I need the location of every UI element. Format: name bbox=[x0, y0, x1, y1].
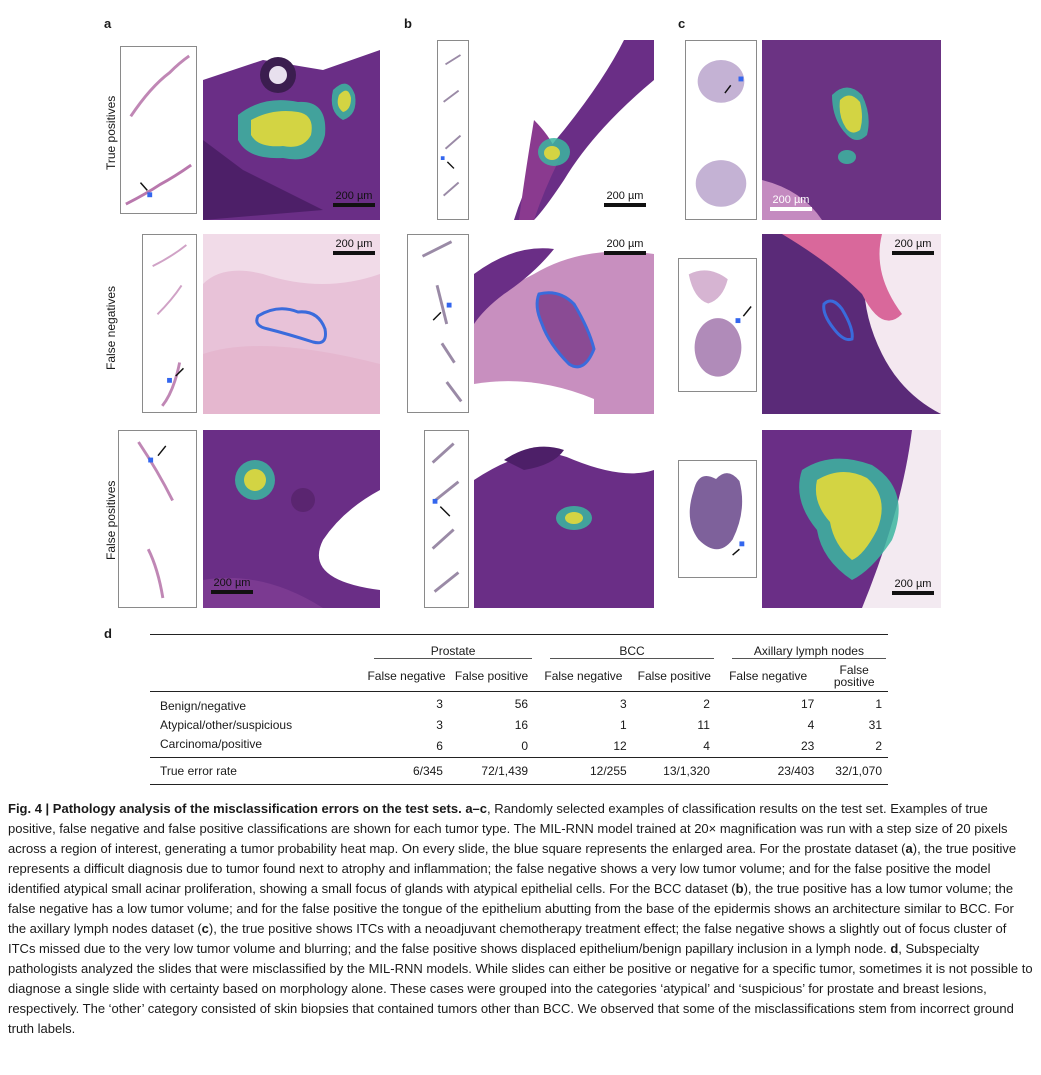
table-cell: 3 bbox=[436, 717, 443, 732]
table-cell: 0 bbox=[448, 734, 535, 758]
scale-bar: 200 µm bbox=[209, 577, 255, 594]
table-cell: 4 bbox=[807, 717, 815, 732]
row-label: Benign/negative bbox=[160, 698, 247, 713]
table-cell: 12/255 bbox=[534, 757, 633, 785]
scale-bar: 200 µm bbox=[890, 238, 936, 255]
subcol-header: False positive bbox=[632, 661, 716, 692]
heatmap-image-lymph-fn: 200 µm bbox=[762, 234, 941, 414]
row-label-false-negatives: False negatives bbox=[104, 285, 118, 370]
row-label: Carcinoma/positive bbox=[150, 734, 364, 758]
slide-thumbnail-lymph-tp bbox=[685, 40, 757, 220]
slide-thumbnail-prostate-tp bbox=[120, 46, 197, 214]
panel-letter-d: d bbox=[104, 626, 112, 641]
scale-bar: 200 µm bbox=[331, 238, 377, 255]
table-cell: 56 bbox=[514, 696, 529, 711]
scale-bar: 200 µm bbox=[890, 578, 936, 595]
panel-letter-c: c bbox=[678, 16, 686, 31]
heatmap-image-bcc-fp: 200 µm bbox=[474, 430, 654, 608]
caption-text: ), the true positive has a low tumor vol… bbox=[8, 881, 1014, 936]
caption-ref: a bbox=[905, 841, 913, 856]
scale-bar: 200 µm bbox=[602, 190, 648, 207]
row-label: Atypical/other/suspicious bbox=[160, 717, 293, 732]
figure-caption: Fig. 4 | Pathology analysis of the miscl… bbox=[8, 799, 1033, 1039]
group-header-lymph: Axillary lymph nodes bbox=[715, 634, 888, 661]
scale-bar: 200 µm bbox=[602, 432, 648, 449]
heatmap-image-bcc-tp: 200 µm bbox=[474, 40, 654, 220]
table-cell: 13/1,320 bbox=[632, 757, 716, 785]
group-header-prostate: Prostate bbox=[364, 634, 535, 661]
row-label-true-positives: True positives bbox=[104, 95, 118, 170]
slide-thumbnail-prostate-fp bbox=[118, 430, 197, 608]
slide-thumbnail-bcc-fp bbox=[424, 430, 469, 608]
caption-title: Fig. 4 | Pathology analysis of the miscl… bbox=[8, 801, 488, 816]
table-cell: 3 bbox=[436, 696, 443, 711]
heatmap-image-prostate-tp: 200 µm bbox=[203, 40, 380, 220]
table-cell: 72/1,439 bbox=[448, 757, 535, 785]
subcol-header: False negative bbox=[534, 661, 633, 692]
caption-ref: c bbox=[201, 921, 209, 936]
caption-text: ), the true positive represents a diffic… bbox=[8, 841, 1017, 896]
panel-letter-b: b bbox=[404, 16, 412, 31]
row-label-false-positives: False positives bbox=[104, 480, 118, 560]
misclassification-table: Prostate BCC Axillary lymph nodes False … bbox=[150, 634, 888, 785]
table-row: Atypical/other/suspicious 3 16 1 11 4 31 bbox=[150, 715, 888, 734]
table-cell: 17 bbox=[800, 696, 815, 711]
subcol-header: False negative bbox=[364, 661, 449, 692]
slide-thumbnail-prostate-fn bbox=[142, 234, 197, 413]
caption-text: , Randomly selected examples of classifi… bbox=[8, 801, 1008, 856]
table-cell: 16 bbox=[514, 717, 529, 732]
scale-bar: 200 µm bbox=[602, 238, 648, 255]
caption-text: ), the true positive shows ITCs with a n… bbox=[8, 921, 1007, 956]
slide-thumbnail-bcc-fn bbox=[407, 234, 469, 413]
slide-thumbnail-bcc-tp bbox=[437, 40, 469, 220]
table-cell: 11 bbox=[697, 717, 710, 732]
table-cell: 1 bbox=[875, 696, 882, 711]
heatmap-image-bcc-fn: 200 µm bbox=[474, 234, 654, 414]
subcol-header: False negative bbox=[715, 661, 821, 692]
table-cell: 23/403 bbox=[715, 757, 821, 785]
heatmap-image-lymph-fp: 200 µm bbox=[762, 430, 941, 608]
table-cell: 2 bbox=[820, 734, 888, 758]
table-cell: 31 bbox=[868, 717, 882, 732]
table-cell: 23 bbox=[715, 734, 821, 758]
slide-thumbnail-lymph-fn bbox=[678, 258, 757, 392]
table-cell: 1 bbox=[620, 717, 627, 732]
subcol-header: False positive bbox=[448, 661, 535, 692]
row-label: True error rate bbox=[150, 757, 364, 785]
group-header-bcc: BCC bbox=[534, 634, 716, 661]
table-cell: 6 bbox=[364, 734, 449, 758]
caption-text: , Subspecialty pathologists analyzed the… bbox=[8, 941, 1033, 1036]
scale-bar: 200 µm bbox=[768, 194, 814, 211]
table-cell: 2 bbox=[703, 696, 710, 711]
table-row-total: True error rate 6/345 72/1,439 12/255 13… bbox=[150, 757, 888, 785]
table-cell: 32/1,070 bbox=[820, 757, 888, 785]
caption-ref: b bbox=[735, 881, 744, 896]
table-cell: 4 bbox=[632, 734, 716, 758]
table-cell: 6/345 bbox=[364, 757, 449, 785]
scale-bar: 200 µm bbox=[331, 190, 377, 207]
slide-thumbnail-lymph-fp bbox=[678, 460, 757, 578]
panel-letter-a: a bbox=[104, 16, 112, 31]
table-row: Carcinoma/positive 6 0 12 4 23 2 bbox=[150, 734, 888, 758]
table-cell: 3 bbox=[620, 696, 627, 711]
heatmap-image-prostate-fn: 200 µm bbox=[203, 234, 380, 414]
table-row: Benign/negative 3 56 3 2 17 1 bbox=[150, 692, 888, 716]
subcol-header: False positive bbox=[820, 661, 888, 692]
heatmap-image-lymph-tp: 200 µm bbox=[762, 40, 941, 220]
heatmap-image-prostate-fp: 200 µm bbox=[203, 430, 380, 608]
caption-ref: d bbox=[890, 941, 899, 956]
table-cell: 12 bbox=[534, 734, 633, 758]
